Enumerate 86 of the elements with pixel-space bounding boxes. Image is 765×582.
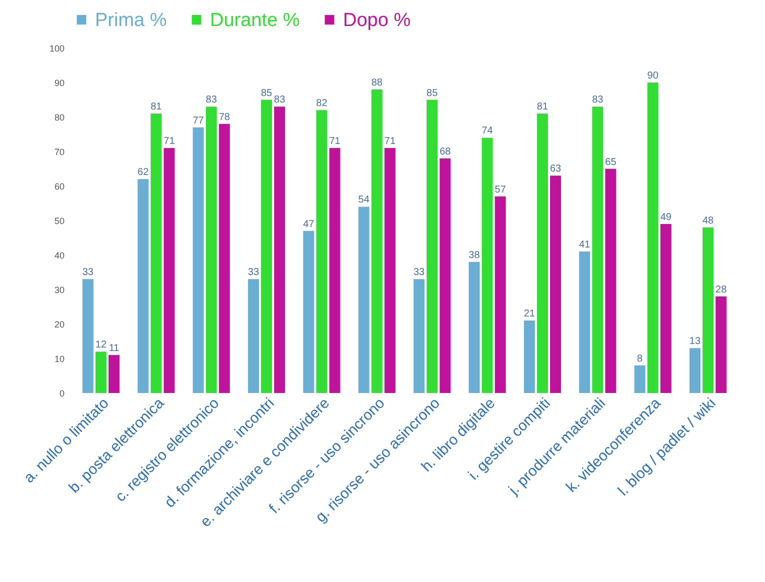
data-label: 62	[138, 167, 150, 178]
data-label: 33	[248, 267, 260, 278]
data-label: 71	[384, 136, 396, 148]
bar	[440, 158, 451, 393]
bar	[95, 352, 106, 393]
bar	[303, 230, 314, 393]
bar	[192, 127, 204, 393]
bar	[274, 106, 286, 393]
data-label: 71	[164, 136, 176, 148]
data-label: 49	[660, 212, 672, 223]
bar	[138, 179, 149, 393]
bar	[605, 168, 616, 393]
data-label: 48	[702, 215, 714, 226]
data-label: 81	[536, 102, 548, 113]
data-label: 77	[192, 115, 204, 126]
bar	[261, 100, 272, 393]
data-label: 83	[206, 94, 218, 106]
bar	[150, 114, 162, 393]
y-tick-label: 40	[54, 250, 64, 260]
data-label: 38	[468, 250, 480, 261]
legend-label: Dopo %	[343, 10, 411, 31]
bar	[482, 138, 493, 393]
bar	[414, 279, 425, 393]
bar	[371, 89, 382, 393]
data-label: 68	[440, 146, 452, 158]
bar	[592, 106, 604, 393]
data-label: 28	[716, 284, 728, 296]
legend-label: Prima %	[95, 10, 167, 31]
data-label: 11	[108, 343, 120, 354]
data-label: 12	[95, 340, 107, 351]
bar	[108, 355, 120, 393]
data-label: 90	[647, 70, 659, 82]
data-label: 63	[550, 164, 562, 175]
y-tick-label: 50	[54, 216, 64, 226]
y-tick-label: 100	[49, 44, 64, 54]
bar	[647, 82, 658, 393]
bar	[384, 148, 396, 393]
bar	[716, 296, 727, 393]
bar	[316, 110, 328, 393]
legend-label: Durante %	[210, 10, 300, 31]
data-label: 83	[592, 94, 604, 106]
bar	[358, 206, 370, 393]
bar	[524, 320, 535, 393]
bar	[660, 224, 672, 393]
data-label: 47	[303, 218, 315, 230]
data-label: 41	[579, 240, 591, 251]
data-label: 33	[413, 267, 426, 278]
data-label: 83	[274, 94, 286, 106]
data-label: 65	[605, 156, 617, 168]
data-label: 74	[482, 126, 494, 137]
bar	[206, 106, 217, 393]
y-tick-label: 0	[59, 388, 64, 398]
bar	[82, 279, 94, 393]
data-label: 71	[329, 136, 341, 148]
data-label: 54	[358, 194, 370, 206]
bar	[579, 252, 590, 393]
data-label: 33	[82, 267, 94, 278]
bar	[218, 124, 230, 393]
bar	[248, 279, 259, 393]
bar	[164, 148, 175, 393]
bar	[689, 348, 700, 393]
bar	[329, 148, 340, 393]
bar	[634, 365, 646, 393]
data-label: 85	[426, 88, 438, 99]
bar	[494, 196, 506, 393]
bar	[550, 176, 562, 393]
y-tick-label: 80	[54, 112, 64, 122]
data-label: 85	[260, 88, 273, 99]
y-tick-label: 10	[54, 354, 64, 364]
data-label: 21	[524, 308, 536, 320]
y-tick-label: 90	[54, 78, 64, 88]
y-tick-label: 20	[54, 320, 64, 330]
bar	[426, 100, 438, 393]
y-tick-label: 60	[54, 182, 64, 192]
data-label: 13	[689, 336, 701, 348]
data-label: 8	[637, 353, 644, 364]
bar	[536, 114, 548, 393]
y-tick-label: 30	[54, 285, 64, 295]
bar	[468, 262, 480, 393]
data-label: 78	[218, 112, 230, 123]
y-tick-label: 70	[54, 147, 64, 157]
data-label: 82	[316, 98, 328, 110]
data-label: 88	[371, 77, 383, 88]
data-label: 57	[494, 184, 506, 196]
data-label: 81	[150, 102, 162, 113]
bar	[702, 227, 714, 393]
